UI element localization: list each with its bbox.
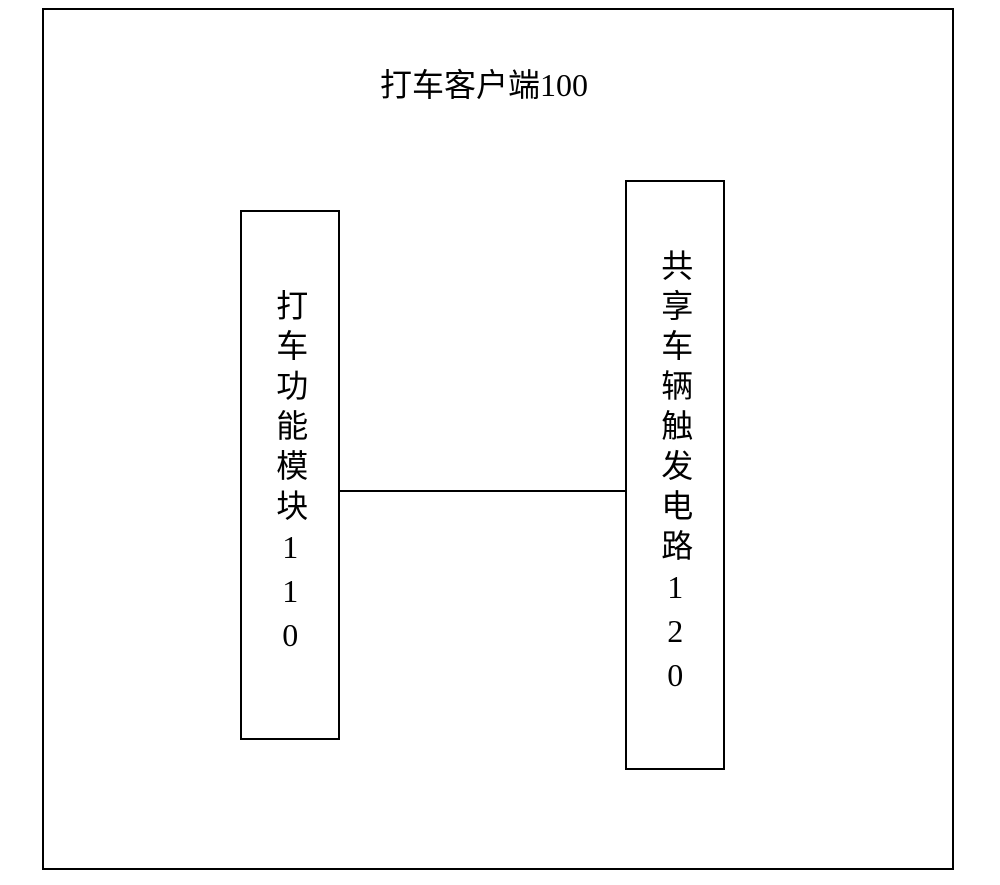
module-label-120: 共享车辆触发电路120	[656, 249, 694, 701]
connector-line	[340, 490, 625, 492]
diagram-title: 打车客户端100	[380, 60, 588, 106]
module-label-110: 打车功能模块110	[271, 289, 309, 661]
module-box-110: 打车功能模块110	[240, 210, 340, 740]
module-box-120: 共享车辆触发电路120	[625, 180, 725, 770]
outer-container-box	[42, 8, 954, 870]
